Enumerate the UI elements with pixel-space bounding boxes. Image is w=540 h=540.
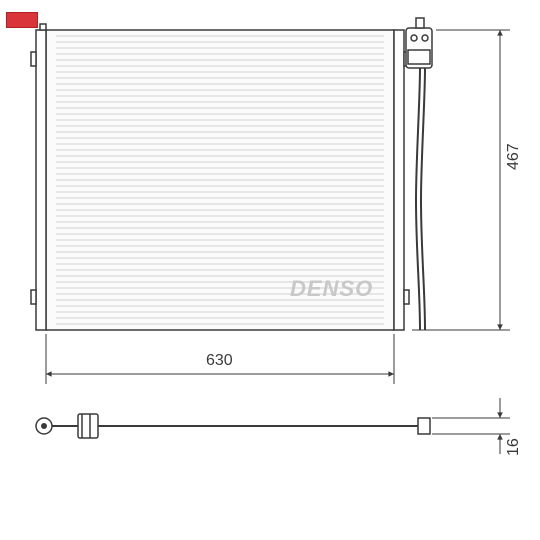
brand-watermark: DENSO bbox=[290, 276, 373, 302]
dim-height-label: 467 bbox=[505, 143, 523, 170]
drawing-svg bbox=[0, 0, 540, 540]
outlet-pipe bbox=[416, 68, 425, 330]
dim-thickness bbox=[432, 398, 510, 454]
left-header bbox=[31, 24, 46, 330]
dim-height bbox=[412, 30, 510, 330]
right-header bbox=[394, 30, 409, 330]
technical-drawing: DENSO 630 467 16 bbox=[0, 0, 540, 540]
dim-thickness-label: 16 bbox=[505, 438, 523, 456]
fitting-block bbox=[406, 18, 432, 68]
tube-side-view bbox=[36, 414, 430, 438]
dim-width-label: 630 bbox=[206, 352, 233, 370]
